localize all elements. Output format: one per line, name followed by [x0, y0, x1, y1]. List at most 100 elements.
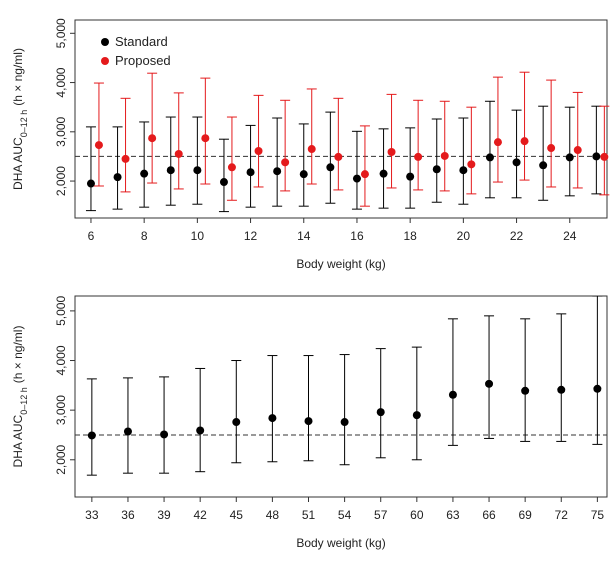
y-tick-label: 5,000: [54, 296, 68, 326]
x-tick-label: 33: [85, 508, 99, 522]
legend-marker: [101, 38, 109, 46]
plot-frame: [74, 19, 608, 219]
point: [379, 169, 388, 178]
error-bar: [298, 123, 309, 207]
error-bar: [378, 128, 389, 209]
error-bar: [375, 348, 386, 459]
y-axis-label-sub: 0–12 h: [19, 387, 29, 415]
error-bar: [200, 77, 211, 185]
point: [86, 179, 95, 188]
error-bar: [431, 118, 442, 203]
panel: 2,000 3,000 4,000 5,000 33 36 39 42 45 48 51 54 57 60…: [11, 295, 608, 550]
point: [94, 141, 103, 150]
point: [268, 414, 277, 423]
point: [307, 145, 316, 154]
y-tick-label: 5,000: [54, 18, 68, 48]
panel: 2,000 3,000 4,000 5,000 6 8 10 12 14 16 18 20 22 24 Bo…: [11, 18, 610, 271]
point: [547, 144, 556, 153]
point: [459, 166, 468, 175]
error-bar: [173, 92, 184, 190]
x-tick-label: 14: [297, 229, 311, 243]
error-bar: [85, 126, 96, 212]
error-bar: [484, 100, 495, 199]
point: [493, 138, 502, 147]
y-tick-label: 4,000: [54, 345, 68, 375]
x-tick-label: 63: [446, 508, 460, 522]
x-tick-label: 10: [191, 229, 205, 243]
x-tick-label: 75: [591, 508, 605, 522]
x-tick-label: 69: [518, 508, 532, 522]
point: [273, 167, 282, 176]
error-bar: [195, 367, 206, 473]
x-tick-label: 24: [563, 229, 577, 243]
x-tick-label: 18: [403, 229, 417, 243]
error-bar: [231, 360, 242, 464]
x-tick-label: 54: [338, 508, 352, 522]
point: [406, 172, 415, 181]
error-bar: [120, 97, 131, 193]
error-bar: [333, 97, 344, 191]
error-bar: [599, 105, 610, 196]
point: [485, 153, 494, 162]
error-bar: [466, 106, 477, 195]
error-bar: [492, 76, 503, 183]
error-bar: [93, 82, 104, 187]
error-bar: [253, 94, 264, 188]
error-bar: [267, 355, 278, 463]
point: [160, 430, 169, 439]
point: [281, 158, 290, 167]
data-layer: [86, 296, 603, 476]
point: [326, 163, 335, 172]
y-tick-label: 4,000: [54, 67, 68, 97]
x-tick-label: 22: [510, 229, 524, 243]
y-axis-label: DHA AUC0–12 h (h × ng/ml): [11, 326, 29, 468]
error-bar: [591, 105, 602, 195]
point: [196, 426, 205, 435]
error-bar: [159, 376, 170, 474]
error-bar: [411, 346, 422, 461]
error-bar: [280, 99, 291, 192]
error-bar: [405, 127, 416, 209]
point: [565, 153, 574, 162]
point: [87, 431, 96, 440]
point: [539, 161, 548, 170]
error-bar: [386, 93, 397, 189]
error-bar: [112, 126, 123, 210]
point: [246, 168, 255, 177]
point: [432, 165, 441, 174]
x-tick-label: 72: [555, 508, 569, 522]
point: [123, 427, 132, 436]
error-bar: [306, 88, 317, 185]
point: [512, 158, 521, 167]
x-tick-label: 51: [302, 508, 316, 522]
error-bar: [245, 124, 256, 208]
point: [201, 134, 210, 143]
point: [334, 152, 343, 161]
error-bar: [139, 121, 150, 208]
point: [485, 379, 494, 388]
y-axis-label-sub: 0–12 h: [19, 110, 29, 138]
point: [387, 148, 396, 156]
point: [376, 408, 385, 417]
x-tick-label: 8: [141, 229, 148, 243]
error-bar: [339, 354, 350, 466]
point: [440, 151, 449, 160]
error-bar: [303, 355, 314, 462]
point: [232, 418, 241, 427]
error-bar: [546, 79, 557, 188]
error-bar: [538, 105, 549, 201]
x-tick-label: 48: [266, 508, 280, 522]
x-tick-label: 36: [121, 508, 135, 522]
x-axis-label: Body weight (kg): [296, 536, 385, 550]
y-axis-label-unit: (h × ng/ml): [11, 326, 25, 384]
x-tick-label: 16: [350, 229, 364, 243]
x-tick-label: 60: [410, 508, 424, 522]
y-tick-label: 3,000: [54, 395, 68, 425]
error-bar: [439, 100, 450, 192]
x-tick-label: 66: [482, 508, 496, 522]
point: [340, 418, 349, 427]
error-bar: [592, 296, 603, 445]
error-bar: [484, 315, 495, 439]
